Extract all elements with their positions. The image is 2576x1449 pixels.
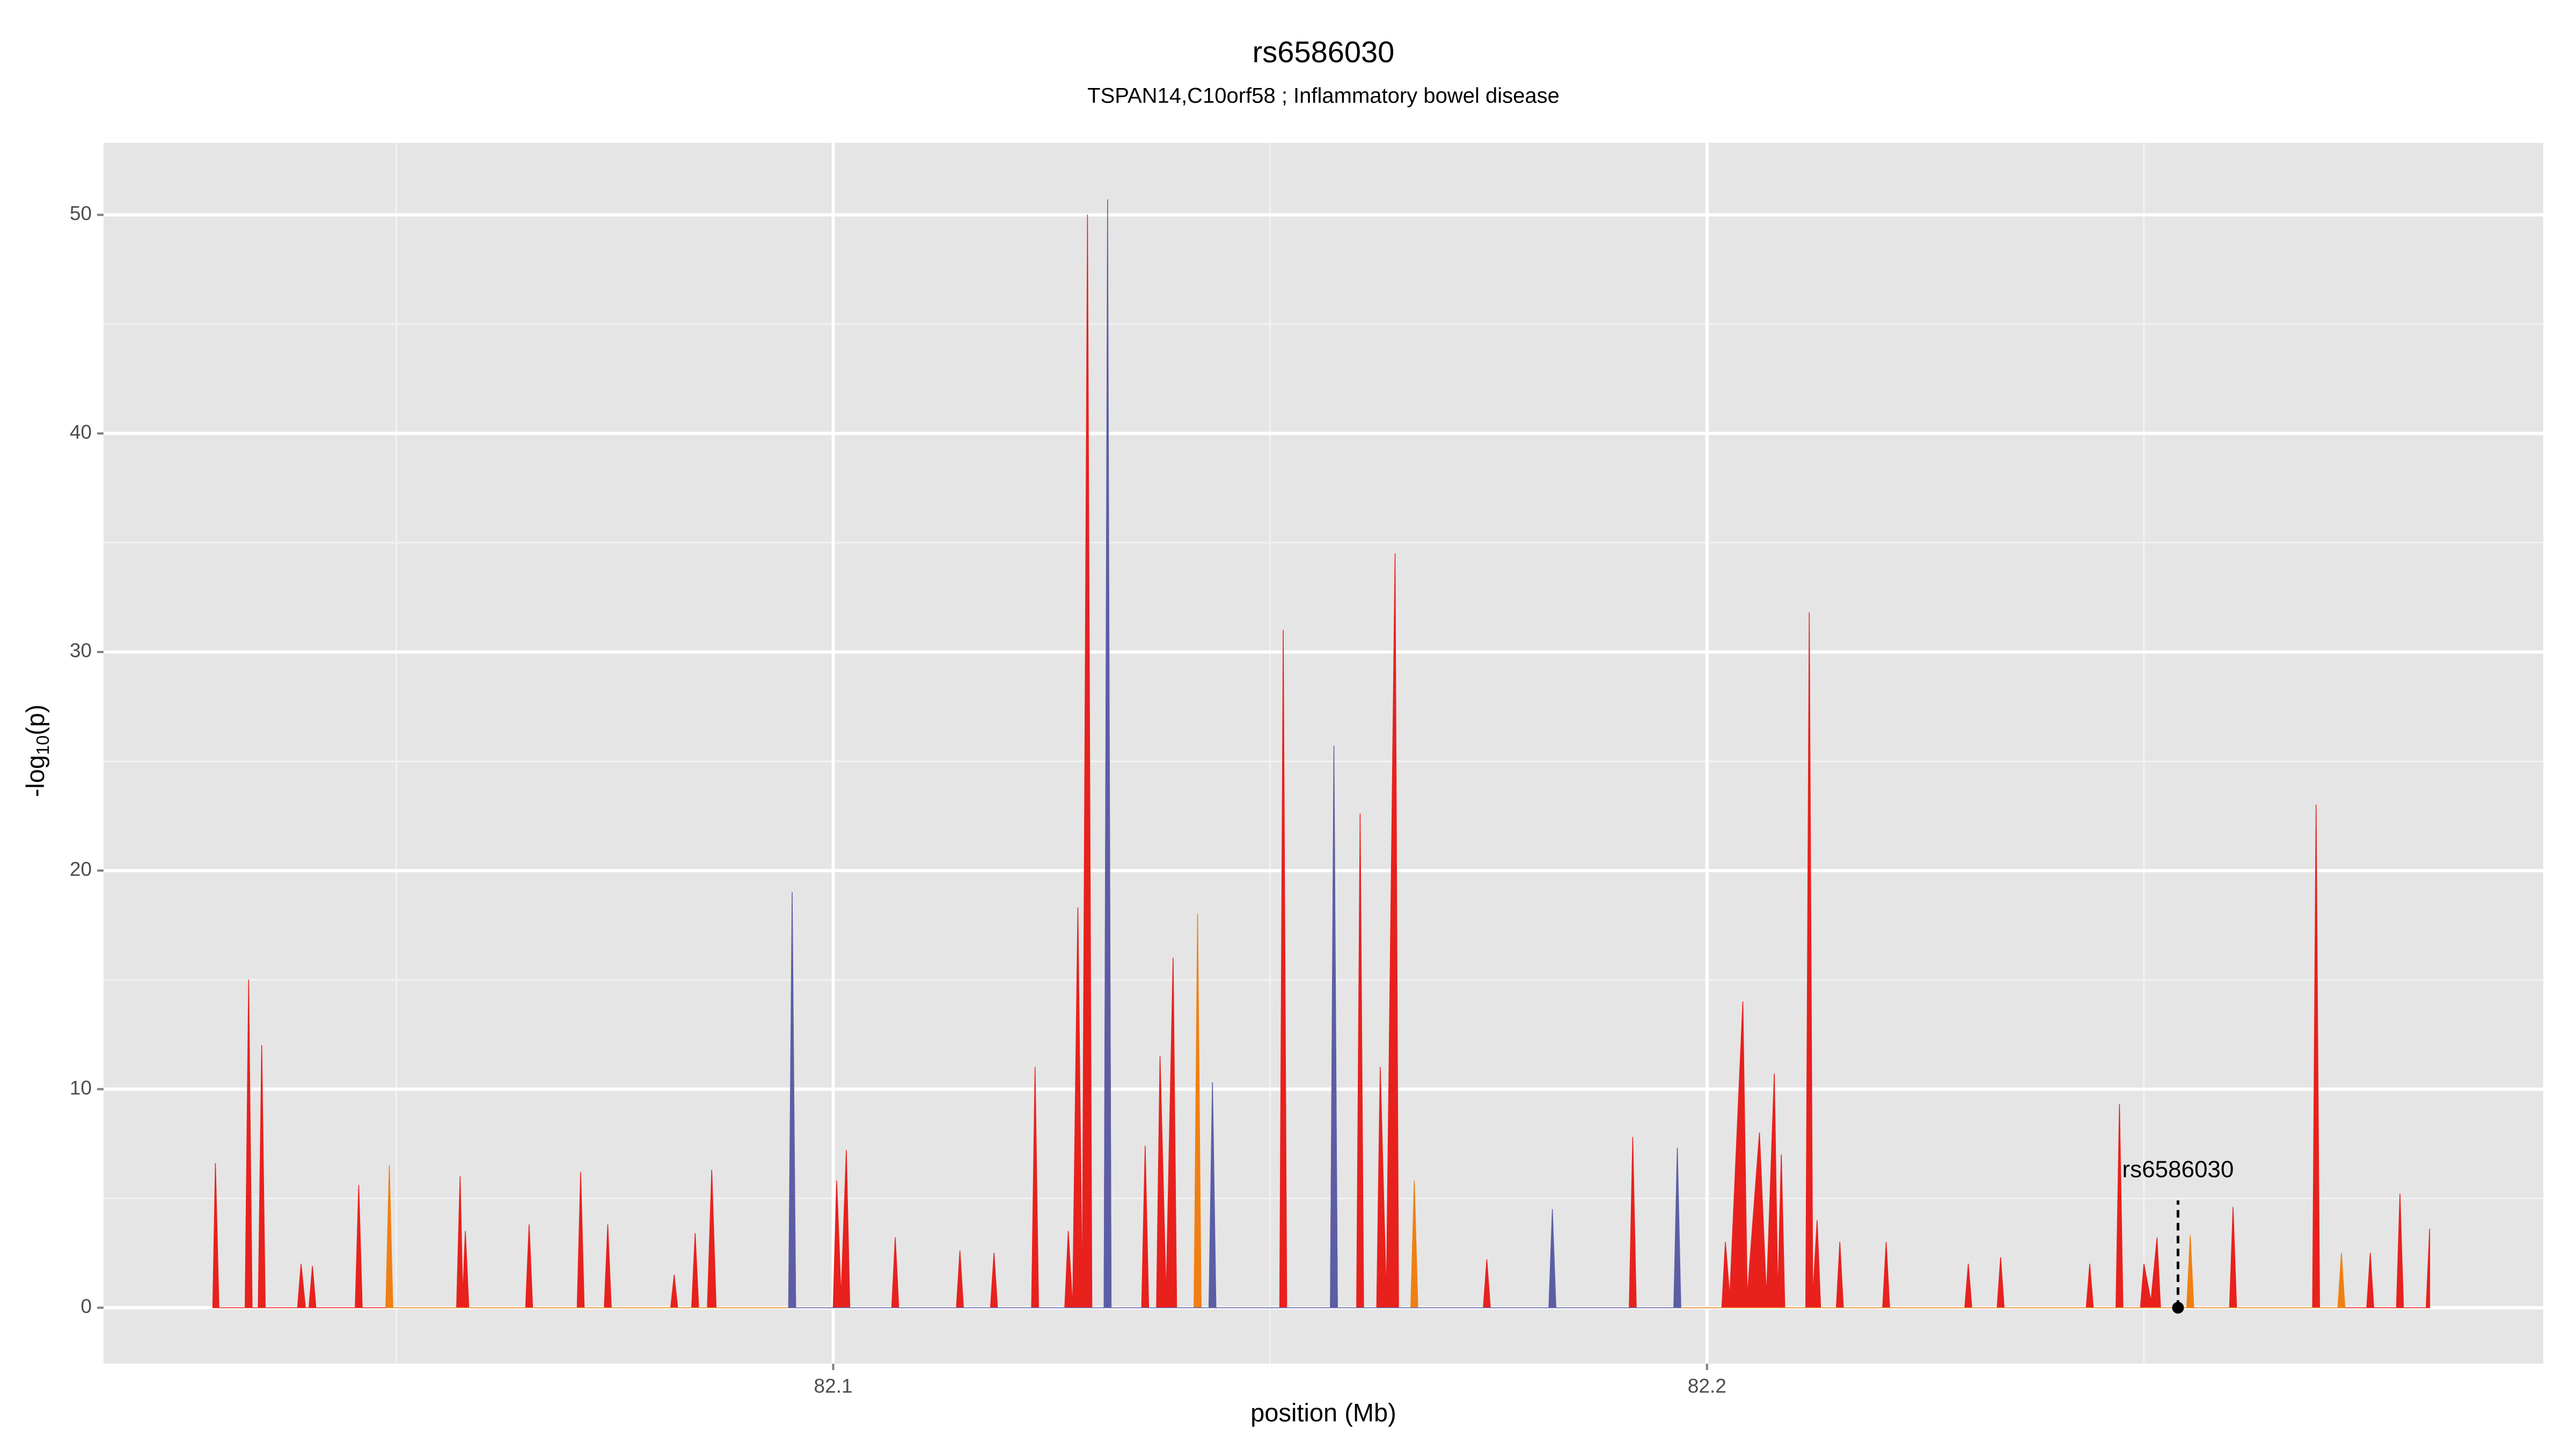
y-tick-label: 20 bbox=[70, 858, 92, 880]
chart-subtitle: TSPAN14,C10orf58 ; Inflammatory bowel di… bbox=[1087, 84, 1560, 108]
y-title-subscript: 10 bbox=[33, 735, 53, 755]
plot-background bbox=[104, 143, 2543, 1364]
y-title-suffix: (p) bbox=[21, 705, 49, 735]
y-axis-title: -log10(p) bbox=[21, 705, 52, 797]
y-tick-label: 10 bbox=[70, 1077, 92, 1099]
y-title-main: -log bbox=[21, 755, 49, 797]
y-tick-label: 50 bbox=[70, 202, 92, 224]
x-tick-label: 82.2 bbox=[1688, 1375, 1726, 1397]
x-axis-title: position (Mb) bbox=[1250, 1398, 1396, 1426]
x-tick-label: 82.1 bbox=[814, 1375, 853, 1397]
chart-title: rs6586030 bbox=[1253, 35, 1395, 69]
y-tick-label: 40 bbox=[70, 421, 92, 443]
annotation-label: rs6586030 bbox=[2122, 1156, 2234, 1182]
annotation-point bbox=[2172, 1301, 2184, 1314]
area-series bbox=[788, 199, 1681, 1308]
y-tick-label: 30 bbox=[70, 640, 92, 662]
y-tick-label: 0 bbox=[80, 1296, 92, 1318]
